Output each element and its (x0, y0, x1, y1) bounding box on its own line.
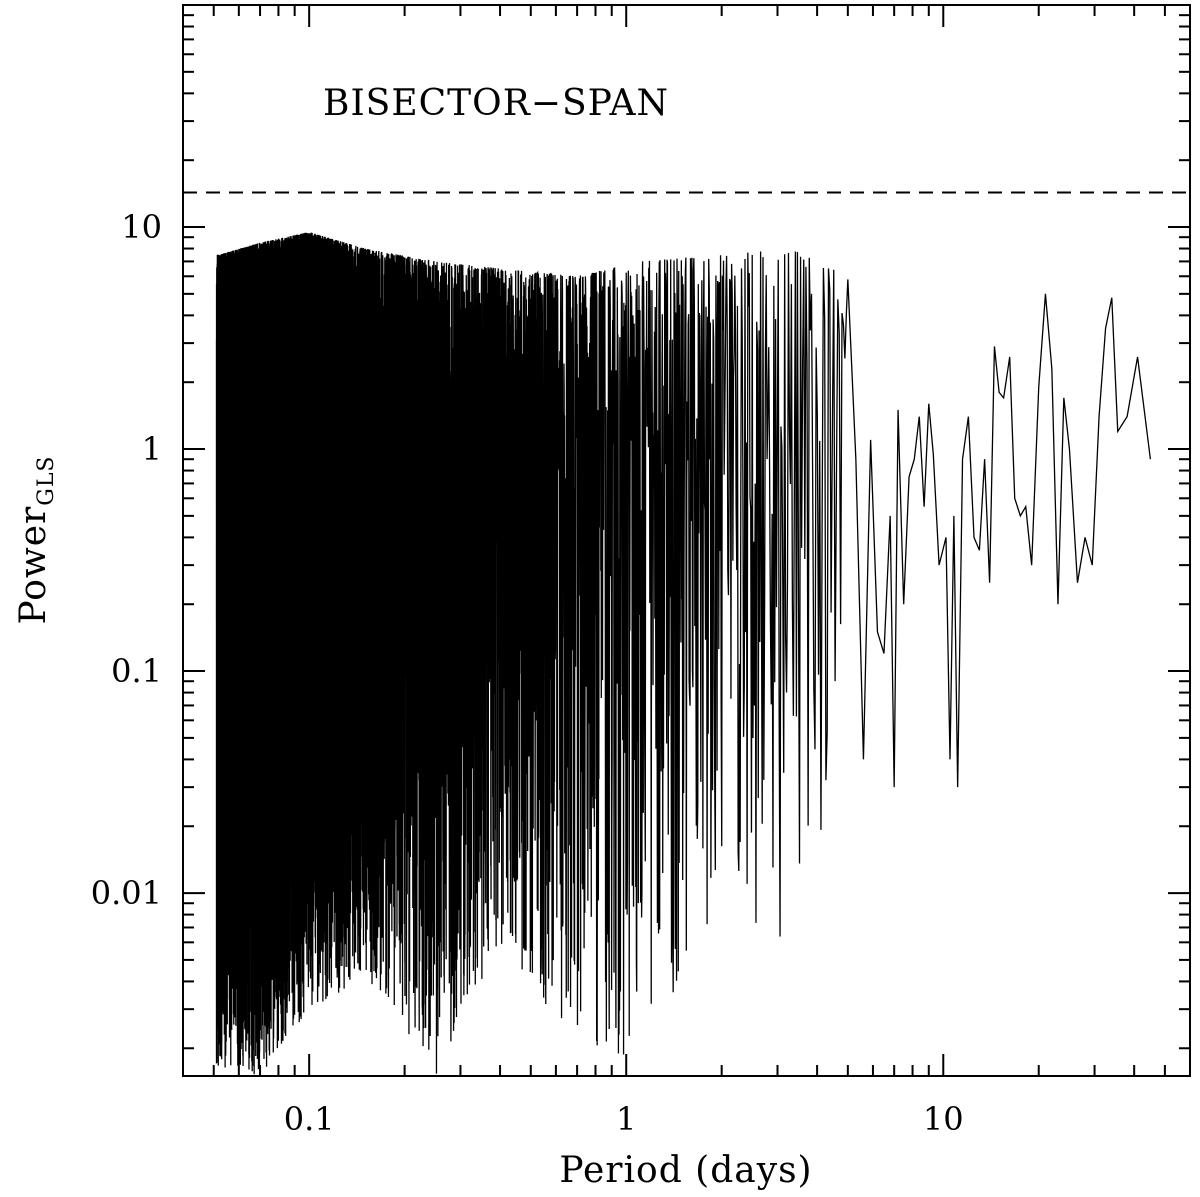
y-tick-label: 1 (142, 430, 162, 468)
y-tick-label: 0.1 (111, 652, 162, 690)
y-axis-label-main: Power (13, 506, 54, 625)
x-tick-label: 0.1 (284, 1100, 335, 1138)
labels-layer: 0.1 1 10 0.01 0.1 1 10 (91, 208, 964, 1138)
data-layer (215, 232, 1152, 1075)
gls-power-series-line (215, 232, 1152, 1075)
y-tick-label: 10 (121, 208, 162, 246)
ticks-layer (182, 4, 1191, 1076)
x-tick-label: 1 (616, 1100, 636, 1138)
y-tick-label: 0.01 (91, 874, 162, 912)
panel-label: BISECTOR−SPAN (323, 83, 669, 124)
plot-frame (182, 4, 1191, 1077)
y-axis-label-subscript: GLS (34, 455, 59, 505)
y-axis-label: PowerGLS (13, 455, 59, 624)
x-axis-label: Period (days) (559, 1150, 812, 1191)
x-tick-label: 10 (923, 1100, 964, 1138)
